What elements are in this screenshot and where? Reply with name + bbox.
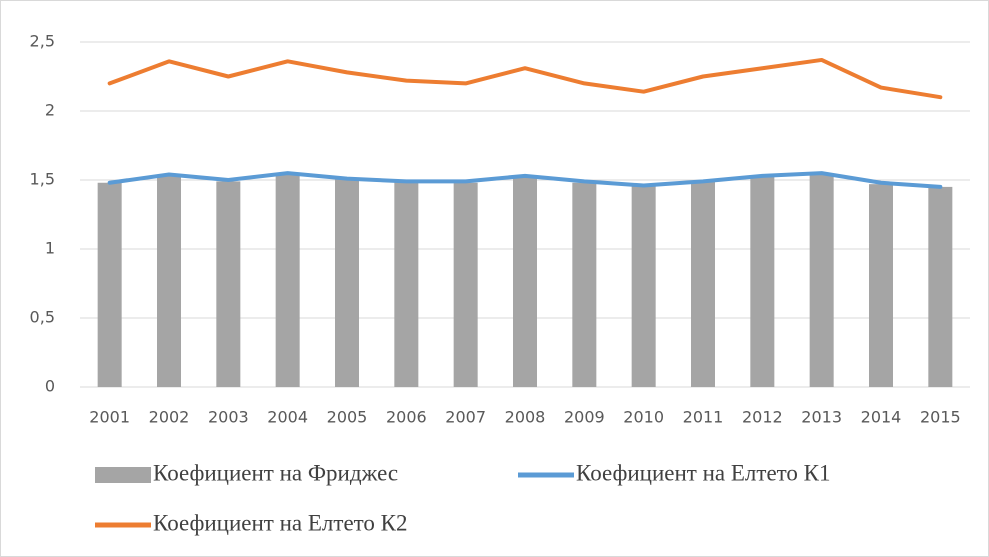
line-series	[107, 171, 943, 189]
y-tick-label: 2,5	[30, 32, 55, 51]
bar	[453, 182, 478, 387]
x-tick-label: 2011	[683, 408, 724, 427]
x-tick-label: 2003	[208, 408, 249, 427]
x-tick-label: 2007	[445, 408, 486, 427]
x-tick-label: 2002	[149, 408, 190, 427]
y-tick-label: 1,5	[30, 170, 55, 189]
x-tick-label: 2001	[89, 408, 130, 427]
bar	[394, 181, 419, 387]
legend-label: Коефициент на Елтето К2	[153, 510, 408, 535]
x-tick-label: 2005	[327, 408, 368, 427]
x-tick-label: 2012	[742, 408, 783, 427]
line-series	[107, 57, 943, 100]
bar	[275, 173, 300, 387]
bar	[513, 175, 537, 387]
bar	[97, 182, 122, 387]
legend-swatch	[95, 467, 151, 483]
x-tick-label: 2008	[505, 408, 546, 427]
x-tick-label: 2009	[564, 408, 605, 427]
bar	[572, 182, 597, 387]
x-tick-label: 2013	[801, 408, 842, 427]
y-tick-label: 0	[45, 377, 55, 396]
bar	[631, 185, 656, 387]
bar	[216, 181, 241, 387]
y-tick-label: 2	[45, 101, 55, 120]
x-tick-label: 2004	[267, 408, 308, 427]
bar	[809, 173, 834, 387]
y-tick-label: 0,5	[30, 308, 55, 327]
bar	[928, 186, 953, 387]
bar	[691, 181, 715, 387]
x-tick-label: 2006	[386, 408, 427, 427]
bar	[157, 174, 181, 387]
x-tick-label: 2010	[623, 408, 664, 427]
x-tick-label: 2015	[920, 408, 961, 427]
y-tick-label: 1	[45, 239, 55, 258]
legend-label: Коефициент на Фриджес	[153, 460, 398, 485]
x-tick-label: 2014	[861, 408, 902, 427]
bar	[869, 184, 893, 387]
legend-label: Коефициент на Елтето К1	[576, 460, 831, 485]
bar	[335, 178, 359, 387]
bar	[750, 175, 775, 387]
